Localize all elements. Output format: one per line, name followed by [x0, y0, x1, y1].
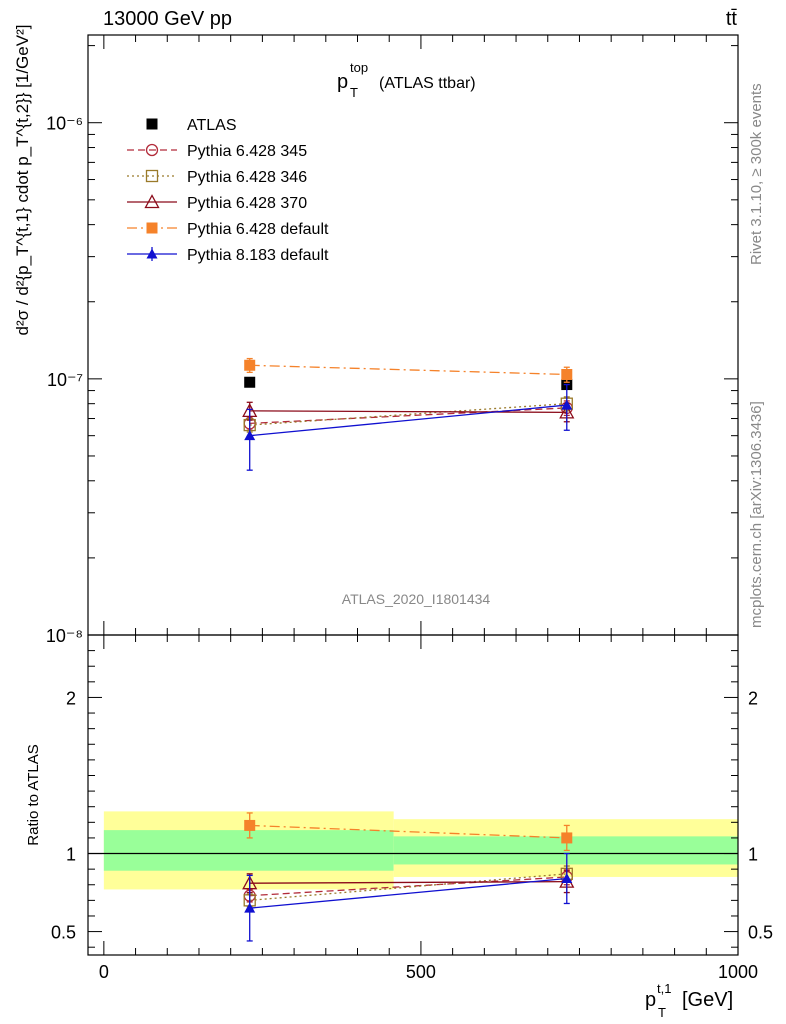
ratio-connecting-line	[249, 876, 567, 897]
xlabel-sub: T	[658, 1005, 666, 1020]
ratio-data-point	[561, 873, 573, 884]
rivet-label: Rivet 3.1.10, ≥ 300k events	[748, 83, 765, 265]
legend-item: Pythia 6.428 default	[127, 221, 329, 238]
main-y-tick-label: 10⁻⁷	[47, 370, 83, 390]
legend-marker	[146, 118, 158, 130]
x-tick-label: 1000	[718, 962, 758, 982]
main-data-point	[561, 368, 573, 380]
title-sup: top	[350, 60, 368, 75]
legend-label: Pythia 8.183 default	[187, 247, 329, 264]
inner-uncertainty-band	[103, 830, 394, 871]
legend: ATLAS Pythia 6.428 345 Pythia 6.428 346 Pyt…	[127, 117, 329, 264]
ratio-series	[244, 812, 573, 852]
legend-label: Pythia 6.428 370	[187, 195, 307, 212]
ratio-series	[244, 852, 573, 942]
ratio-connecting-line	[249, 877, 567, 909]
main-connecting-line	[249, 404, 567, 437]
ratio-connecting-line	[249, 824, 567, 839]
title-rest: (ATLAS ttbar)	[379, 75, 476, 92]
ratio-y-tick-label: 0.5	[51, 923, 76, 943]
title-main: p	[337, 71, 348, 93]
ratio-data-point	[244, 902, 256, 913]
ratio-y-tick-label-right: 0.5	[748, 923, 773, 943]
xlabel-main: p	[645, 989, 656, 1011]
process-label: tt̄	[726, 8, 738, 30]
mcplots-label: mcplots.cern.ch [arXiv:1306.3436]	[748, 401, 765, 628]
legend-item: Pythia 8.183 default	[127, 247, 329, 264]
analysis-label: ATLAS_2020_I1801434	[342, 591, 491, 607]
ratio-series	[242, 812, 575, 942]
x-tick-label: 500	[406, 962, 436, 982]
legend-marker	[145, 169, 159, 183]
ratio-y-tick-label: 1	[66, 845, 76, 865]
legend-item: Pythia 6.428 370	[127, 194, 307, 212]
legend-label: ATLAS	[187, 117, 237, 134]
main-series	[242, 357, 575, 471]
main-data-point	[244, 359, 256, 371]
legend-item: ATLAS	[146, 117, 237, 134]
main-connecting-line	[249, 364, 567, 376]
main-series	[244, 383, 573, 471]
main-series	[243, 400, 573, 431]
ratio-uncertainty-bands	[103, 811, 738, 890]
ratio-y-tick-label: 2	[66, 688, 76, 708]
ratio-connecting-line	[249, 873, 567, 902]
xlabel-sup: t,1	[657, 981, 671, 996]
chart-title: p top T (ATLAS ttbar)	[337, 60, 476, 100]
ratio-y-tick-label-right: 2	[748, 688, 758, 708]
legend-item: Pythia 6.428 346	[127, 169, 307, 186]
xlabel-unit: [GeV]	[682, 989, 733, 1011]
ratio-frame	[87, 634, 739, 956]
main-y-tick-label: 10⁻⁶	[46, 114, 83, 134]
main-series	[244, 357, 573, 383]
main-series	[244, 376, 573, 391]
ratio-connecting-line	[249, 880, 567, 884]
legend-marker	[144, 194, 160, 209]
legend-marker	[145, 143, 159, 157]
title-sub: T	[350, 85, 358, 100]
ratio-data-point	[561, 832, 573, 844]
legend-marker	[146, 222, 158, 234]
main-ylabel: d²σ / d²{p_T^{t,1} cdot p_T^{t,2}} [1/Ge…	[13, 25, 32, 336]
main-frame	[87, 34, 739, 636]
x-tick-label: 0	[99, 962, 109, 982]
main-connecting-line	[249, 403, 567, 426]
main-data-point	[561, 399, 573, 410]
x-axis-label: p t,1 T [GeV]	[645, 981, 733, 1020]
main-series	[243, 396, 573, 433]
ratio-y-tick-label-right: 1	[748, 845, 758, 865]
legend-item: Pythia 6.428 345	[127, 143, 307, 160]
collision-label: 13000 GeV pp	[103, 8, 232, 30]
ratio-ylabel: Ratio to ATLAS	[25, 744, 42, 845]
legend-marker	[146, 248, 158, 259]
legend-label: Pythia 6.428 345	[187, 143, 307, 160]
main-y-tick-label: 10⁻⁸	[46, 626, 83, 646]
legend-label: Pythia 6.428 346	[187, 169, 307, 186]
main-data-point	[244, 376, 256, 388]
ratio-axes: 0.5 0.5 1 1 2 2 0 500 1000	[51, 634, 773, 982]
legend-label: Pythia 6.428 default	[187, 221, 329, 238]
ratio-data-point	[244, 819, 256, 831]
main-connecting-line	[249, 410, 567, 414]
main-series	[242, 401, 575, 423]
main-data-point	[244, 430, 256, 441]
